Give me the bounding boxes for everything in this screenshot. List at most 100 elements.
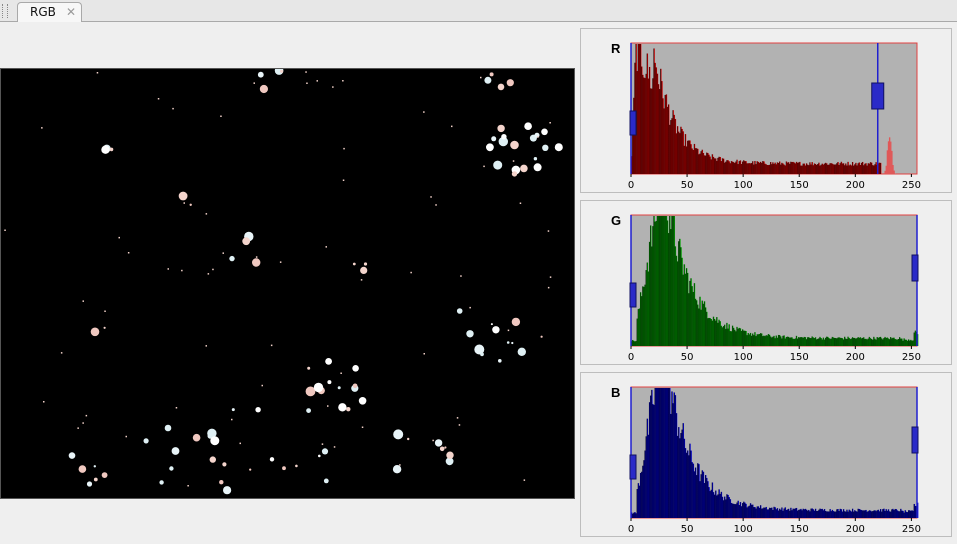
histogram-bar bbox=[853, 165, 855, 174]
histogram-bar bbox=[644, 450, 646, 518]
histogram-bar bbox=[865, 163, 867, 174]
histogram-green[interactable]: 0 50 100 150 200 250 bbox=[581, 201, 953, 366]
image-speck bbox=[183, 202, 185, 204]
image-blob bbox=[68, 452, 76, 459]
histogram-bar bbox=[913, 332, 916, 346]
histogram-panel-blue: B 0 50 100 150 200 250 bbox=[580, 372, 952, 537]
histogram-bar bbox=[765, 335, 767, 346]
image-blob bbox=[492, 326, 500, 334]
histogram-bar bbox=[717, 494, 719, 518]
histogram-bar bbox=[729, 499, 732, 518]
image-blob bbox=[352, 383, 358, 389]
image-blob bbox=[497, 124, 505, 133]
histogram-bar bbox=[707, 481, 709, 518]
histogram-bar bbox=[684, 273, 687, 346]
histogram-bar bbox=[834, 511, 836, 518]
histogram-bar bbox=[647, 434, 650, 518]
histogram-bar bbox=[689, 443, 691, 518]
histogram-bar bbox=[845, 163, 847, 174]
histogram-bar bbox=[759, 161, 762, 174]
tab-grip-handle[interactable] bbox=[2, 4, 8, 18]
histogram-bar bbox=[791, 337, 793, 346]
histogram-bar bbox=[746, 507, 748, 518]
histogram-bar bbox=[675, 413, 678, 518]
image-speck bbox=[507, 329, 510, 332]
tab-strip: RGB ✕ bbox=[0, 0, 957, 22]
histogram-bar bbox=[767, 165, 770, 174]
histogram-bar bbox=[641, 66, 643, 174]
histogram-bar bbox=[718, 156, 720, 174]
histogram-bar bbox=[714, 158, 716, 174]
histogram-bar bbox=[673, 114, 675, 174]
close-icon[interactable]: ✕ bbox=[66, 5, 77, 19]
histogram-bar bbox=[766, 335, 769, 346]
image-blob bbox=[242, 237, 251, 246]
histogram-blue[interactable]: 0 50 100 150 200 250 bbox=[581, 373, 953, 538]
image-speck bbox=[253, 82, 255, 84]
histogram-bar bbox=[651, 88, 653, 174]
image-blob bbox=[178, 191, 188, 201]
x-axis-tick-label: 50 bbox=[681, 524, 694, 535]
histogram-bar bbox=[701, 149, 704, 174]
histogram-bar bbox=[846, 165, 848, 174]
image-speck bbox=[60, 352, 63, 354]
histogram-bar bbox=[748, 334, 751, 346]
image-blob bbox=[352, 365, 359, 372]
histogram-bar bbox=[691, 148, 693, 174]
histogram-bar bbox=[720, 161, 723, 174]
histogram-bar bbox=[857, 337, 859, 346]
image-speck bbox=[430, 196, 432, 198]
histogram-bar bbox=[789, 337, 791, 346]
histogram-bar bbox=[788, 508, 790, 518]
histogram-panel-red: R 0 50 100 150 200 250 bbox=[580, 28, 952, 193]
histogram-bar bbox=[633, 512, 635, 518]
image-speck bbox=[279, 261, 282, 263]
histogram-bar bbox=[754, 160, 756, 174]
histogram-bar bbox=[884, 510, 886, 518]
histogram-bar bbox=[715, 158, 717, 174]
histogram-bar bbox=[666, 106, 669, 174]
histogram-bar bbox=[699, 153, 701, 174]
histogram-bar bbox=[864, 163, 866, 174]
histogram-bar bbox=[761, 333, 763, 346]
histogram-bar bbox=[650, 225, 652, 346]
histogram-bar bbox=[875, 511, 877, 518]
image-blob bbox=[219, 480, 224, 485]
histogram-bar bbox=[840, 161, 843, 174]
histogram-bar bbox=[722, 326, 725, 346]
histogram-bar bbox=[865, 509, 867, 518]
histogram-bar bbox=[650, 395, 652, 518]
histogram-bar bbox=[728, 324, 730, 346]
histogram-bar bbox=[872, 511, 874, 518]
histogram-bar bbox=[781, 507, 783, 518]
histogram-bar bbox=[814, 164, 817, 174]
histogram-bar bbox=[837, 337, 839, 346]
image-speck bbox=[181, 269, 183, 272]
histogram-bar bbox=[745, 161, 747, 174]
histogram-bar bbox=[821, 508, 824, 518]
histogram-bar bbox=[867, 163, 870, 174]
histogram-bar bbox=[662, 388, 664, 518]
histogram-bar bbox=[663, 108, 665, 174]
histogram-bar bbox=[864, 510, 866, 518]
histogram-bar bbox=[904, 339, 907, 346]
histogram-red[interactable]: 0 50 100 150 200 250 bbox=[581, 29, 953, 194]
x-axis-tick-label: 250 bbox=[902, 352, 921, 363]
histogram-bar bbox=[696, 300, 698, 346]
tab-rgb[interactable]: RGB ✕ bbox=[17, 2, 82, 22]
histogram-bar bbox=[866, 165, 868, 174]
histogram-bar bbox=[755, 336, 757, 346]
image-speck bbox=[333, 446, 336, 448]
image-blob bbox=[407, 437, 410, 441]
histogram-bar bbox=[747, 506, 750, 518]
histogram-bar bbox=[752, 333, 754, 346]
histogram-bar bbox=[711, 154, 714, 174]
x-axis-tick-label: 50 bbox=[681, 180, 694, 191]
histogram-bar bbox=[866, 511, 868, 518]
image-blob bbox=[533, 163, 542, 172]
histogram-bar bbox=[637, 483, 640, 518]
histogram-bar bbox=[791, 162, 793, 174]
image-speck bbox=[483, 165, 485, 168]
image-speck bbox=[261, 384, 263, 387]
histogram-bar bbox=[743, 160, 745, 174]
